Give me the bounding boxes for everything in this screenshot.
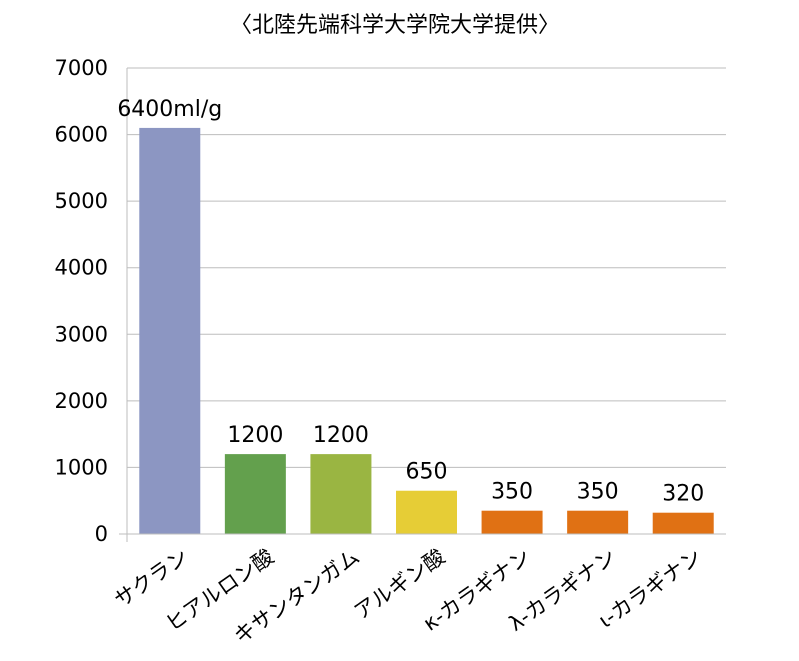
bar: [224, 454, 286, 534]
bars: [139, 127, 714, 535]
y-tick-label: 1000: [55, 455, 108, 479]
data-label: 6400ml/g: [117, 97, 222, 122]
data-label: 320: [662, 482, 704, 507]
bar: [139, 127, 201, 535]
y-tick-label: 2000: [55, 389, 108, 413]
bar: [481, 510, 543, 534]
y-tick-label: 7000: [55, 56, 108, 80]
y-tick-label: 4000: [55, 256, 108, 280]
category-label: サクラン: [110, 544, 193, 612]
data-label: 350: [491, 480, 533, 505]
chart-title: 〈北陸先端科学大学院大学提供〉: [230, 13, 560, 38]
bar: [567, 510, 629, 534]
data-label: 1200: [313, 423, 369, 448]
bar: [652, 512, 714, 534]
y-axis: 0 1000 2000 3000 4000 5000 6000 7000: [55, 56, 128, 546]
y-tick-label: 0: [95, 522, 108, 546]
data-labels: 6400ml/g 1200 1200 650 350 350 320: [117, 97, 704, 507]
data-label: 350: [577, 480, 619, 505]
y-tick-label: 5000: [55, 189, 108, 213]
bar: [396, 490, 457, 534]
x-axis: サクランヒアルロン酸キサンタンガムアルギン酸κ-カラギナンλ-カラギナンι-カラ…: [110, 533, 726, 648]
y-tick-label: 6000: [55, 123, 108, 147]
data-label: 1200: [227, 423, 283, 448]
y-tick-label: 3000: [55, 322, 108, 346]
data-label: 650: [406, 460, 448, 485]
bar: [310, 454, 372, 534]
gridlines: [127, 67, 726, 468]
